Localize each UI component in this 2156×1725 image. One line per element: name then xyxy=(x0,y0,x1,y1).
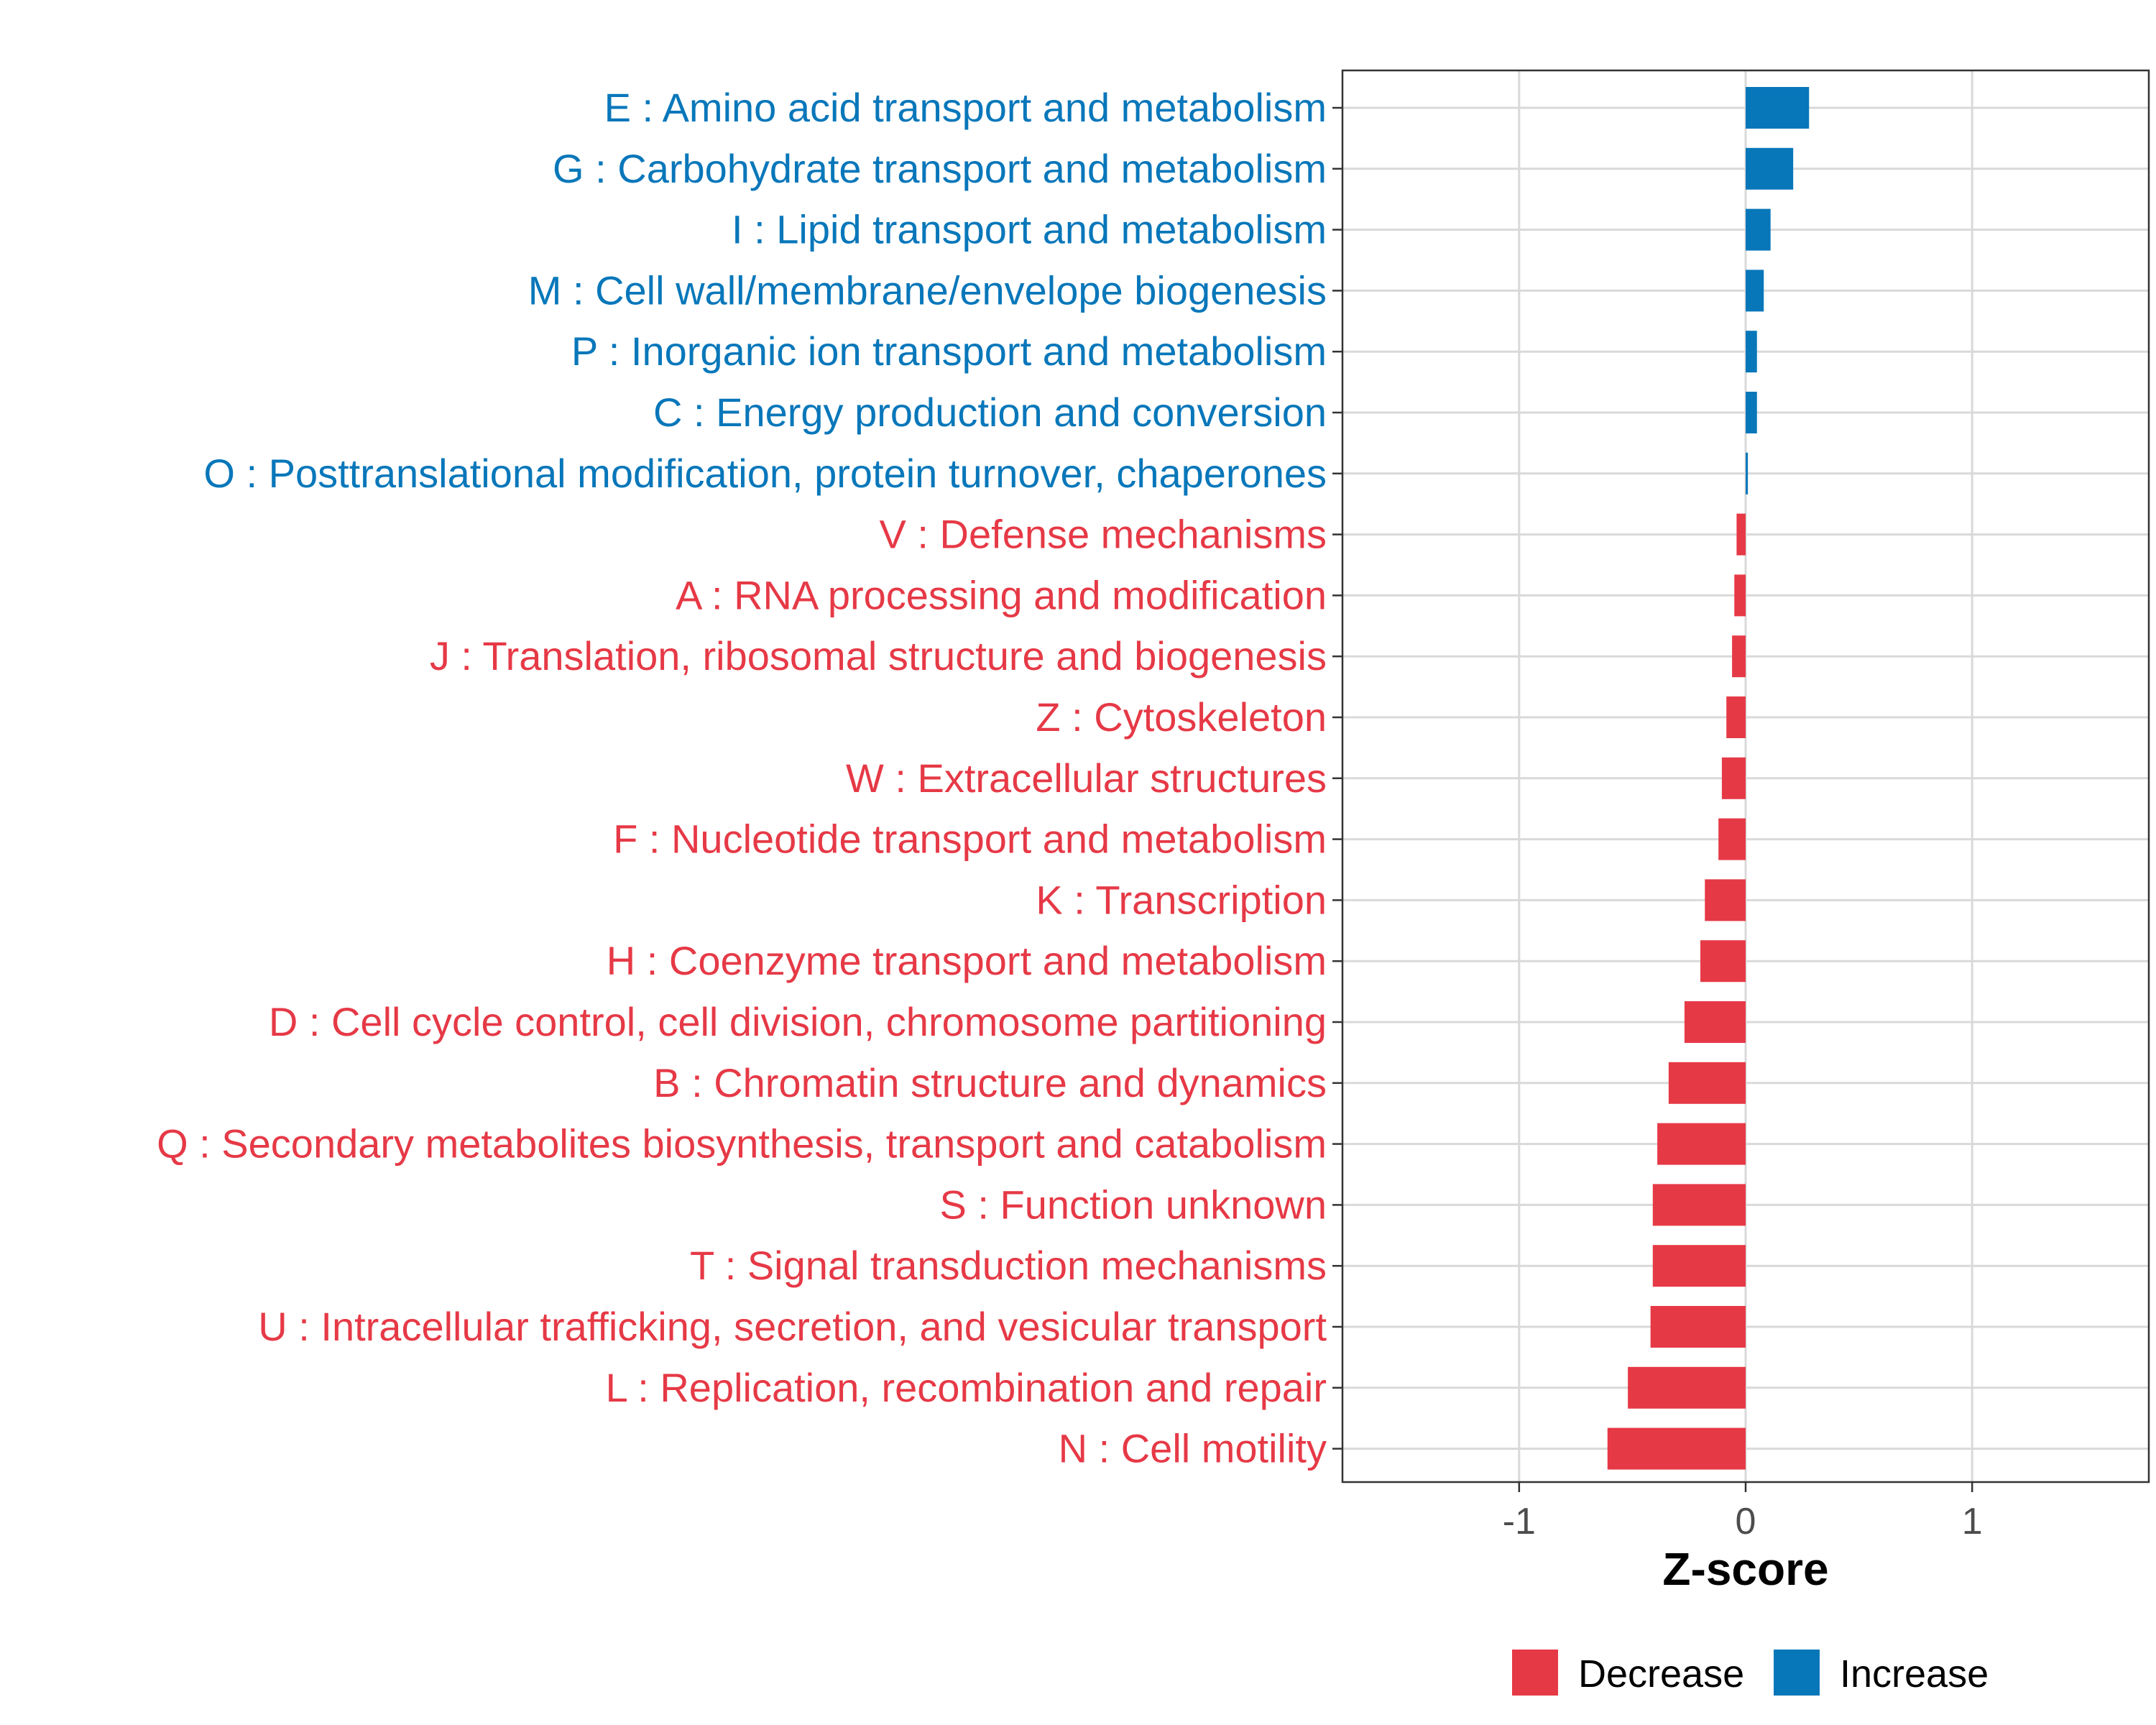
bar xyxy=(1734,574,1746,617)
bar xyxy=(1705,879,1746,921)
category-label: D : Cell cycle control, cell division, c… xyxy=(269,999,1327,1044)
bar xyxy=(1746,270,1764,312)
bar xyxy=(1718,818,1746,860)
category-label: Z : Cytoskeleton xyxy=(1036,694,1327,740)
category-label: V : Defense mechanisms xyxy=(880,512,1327,557)
category-labels: E : Amino acid transport and metabolism G… xyxy=(157,85,1327,1471)
legend-swatch-increase xyxy=(1774,1650,1820,1696)
bar xyxy=(1668,1062,1746,1104)
bar xyxy=(1721,757,1746,799)
category-label: T : Signal transduction mechanisms xyxy=(690,1243,1327,1288)
category-label: P : Inorganic ion transport and metaboli… xyxy=(571,328,1327,374)
bar xyxy=(1746,147,1794,190)
legend-label-increase: Increase xyxy=(1840,1652,1989,1696)
bar xyxy=(1726,696,1746,738)
bar xyxy=(1732,635,1746,678)
bar xyxy=(1607,1427,1746,1470)
bar xyxy=(1652,1184,1746,1226)
bar xyxy=(1746,208,1771,251)
category-label: G : Carbohydrate transport and metabolis… xyxy=(553,146,1327,191)
bar xyxy=(1652,1245,1746,1287)
legend: Decrease Increase xyxy=(1512,1650,1989,1696)
x-axis-ticks: -1 0 1 xyxy=(1503,1482,1983,1542)
bar xyxy=(1628,1366,1746,1409)
bar xyxy=(1746,392,1757,433)
category-label: E : Amino acid transport and metabolism xyxy=(604,85,1327,130)
category-label: U : Intracellular trafficking, secretion… xyxy=(258,1304,1327,1349)
bar xyxy=(1746,452,1749,494)
category-label: L : Replication, recombination and repai… xyxy=(606,1365,1327,1410)
legend-label-decrease: Decrease xyxy=(1578,1652,1744,1696)
category-label: N : Cell motility xyxy=(1059,1426,1327,1471)
category-label: O : Posttranslational modification, prot… xyxy=(203,451,1327,496)
x-tick-label: 0 xyxy=(1736,1501,1756,1542)
bar xyxy=(1746,331,1757,373)
bar xyxy=(1736,513,1746,556)
category-label: C : Energy production and conversion xyxy=(653,390,1327,435)
category-label: A : RNA processing and modification xyxy=(676,572,1327,617)
category-label: H : Coenzyme transport and metabolism xyxy=(607,938,1327,983)
y-axis-ticks xyxy=(1332,106,1342,1450)
category-label: M : Cell wall/membrane/envelope biogenes… xyxy=(528,267,1327,313)
x-axis-title: Z-score xyxy=(1662,1543,1828,1595)
category-label: W : Extracellular structures xyxy=(846,755,1327,801)
bar xyxy=(1657,1123,1746,1165)
legend-swatch-decrease xyxy=(1512,1650,1558,1696)
bar xyxy=(1700,940,1746,983)
bar xyxy=(1746,87,1810,129)
bar xyxy=(1650,1306,1746,1348)
category-label: K : Transcription xyxy=(1036,877,1327,922)
bar xyxy=(1684,1001,1746,1043)
bars xyxy=(1607,87,1810,1470)
x-tick-label: 1 xyxy=(1962,1501,1983,1542)
category-label: I : Lipid transport and metabolism xyxy=(732,207,1327,252)
category-label: S : Function unknown xyxy=(939,1182,1327,1227)
x-tick-label: -1 xyxy=(1503,1501,1536,1542)
category-label: F : Nucleotide transport and metabolism xyxy=(613,816,1327,862)
category-label: J : Translation, ribosomal structure and… xyxy=(430,633,1327,678)
category-label: B : Chromatin structure and dynamics xyxy=(653,1060,1327,1105)
category-label: Q : Secondary metabolites biosynthesis, … xyxy=(157,1121,1327,1167)
